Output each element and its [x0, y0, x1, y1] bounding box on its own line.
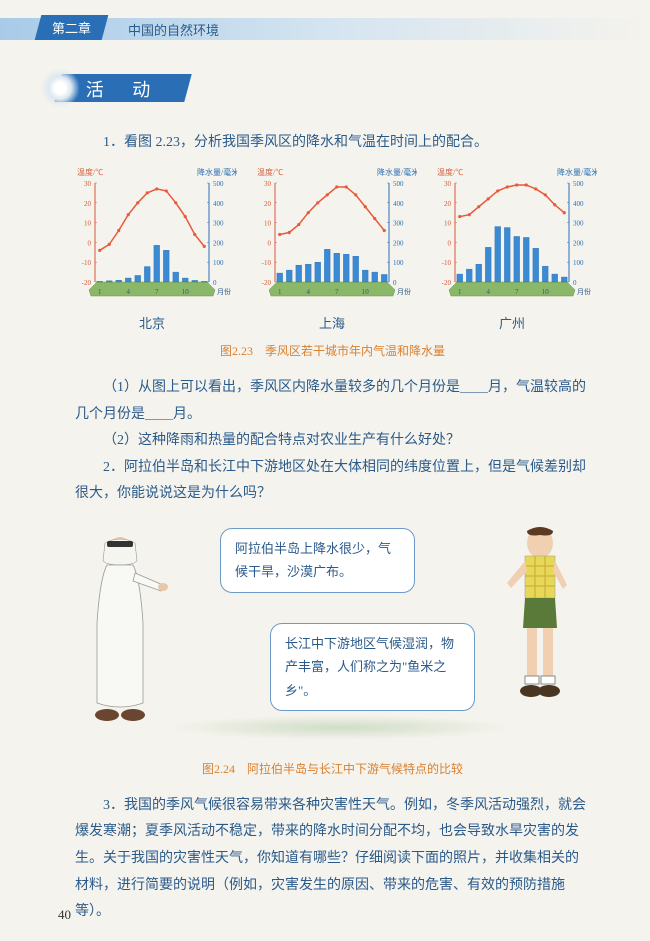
svg-text:-10: -10: [262, 259, 272, 267]
svg-text:300: 300: [213, 219, 224, 227]
svg-text:温度/℃: 温度/℃: [77, 167, 103, 177]
svg-text:100: 100: [393, 259, 404, 267]
question-1-sub1: （1）从图上可以看出，季风区内降水量较多的几个月份是＿＿月，气温较高的几个月份是…: [75, 375, 590, 428]
climate-chart: 温度/℃降水量/毫米-20-10010203001002003004005001…: [67, 165, 237, 337]
svg-text:20: 20: [84, 199, 92, 207]
page-content: 1．看图 2.23，分析我国季风区的降水和气温在时间上的配合。 温度/℃ 降水量/…: [75, 130, 590, 926]
question-1-sub2: （2）这种降雨和热量的配合特点对农业生产有什么好处？: [75, 428, 590, 455]
svg-text:降水量/毫米: 降水量/毫米: [377, 167, 417, 177]
question-1-intro: 1．看图 2.23，分析我国季风区的降水和气温在时间上的配合。: [75, 130, 590, 157]
svg-text:0: 0: [88, 239, 92, 247]
svg-text:4: 4: [307, 288, 311, 296]
chapter-title: 中国的自然环境: [128, 20, 219, 39]
figure-224-caption: 图2.24 阿拉伯半岛与长江中下游气候特点的比较: [75, 758, 590, 781]
question-3: 3．我国的季风气候很容易带来各种灾害性天气。例如，冬季风活动强烈，就会爆发寒潮；…: [75, 793, 590, 926]
svg-text:温度/℃: 温度/℃: [437, 167, 463, 177]
chapter-tab: 第二章: [35, 15, 109, 40]
svg-text:10: 10: [444, 219, 452, 227]
svg-text:30: 30: [444, 180, 452, 188]
svg-text:200: 200: [213, 239, 224, 247]
svg-text:300: 300: [573, 219, 584, 227]
svg-text:500: 500: [573, 180, 584, 188]
svg-text:月份: 月份: [217, 287, 231, 296]
svg-text:7: 7: [155, 288, 159, 296]
svg-text:4: 4: [487, 288, 491, 296]
svg-text:0: 0: [213, 279, 217, 287]
page-number: 40: [58, 907, 71, 923]
svg-text:400: 400: [393, 199, 404, 207]
svg-text:降水量/毫米: 降水量/毫米: [197, 167, 237, 177]
svg-text:1: 1: [98, 288, 102, 296]
svg-text:1: 1: [458, 288, 462, 296]
svg-text:200: 200: [393, 239, 404, 247]
svg-text:0: 0: [393, 279, 397, 287]
figure-223-caption: 图2.23 季风区若干城市年内气温和降水量: [75, 340, 590, 363]
city-label: 上海: [247, 312, 417, 337]
svg-text:20: 20: [264, 199, 272, 207]
climate-chart: 温度/℃降水量/毫米-20-10010203001002003004005001…: [427, 165, 597, 337]
svg-text:月份: 月份: [577, 287, 591, 296]
speech-bubble-1: 阿拉伯半岛上降水很少，气候干旱，沙漠广布。: [220, 528, 415, 593]
question-2: 2．阿拉伯半岛和长江中下游地区处在大体相同的纬度位置上，但是气候差别却很大，你能…: [75, 455, 590, 508]
city-label: 广州: [427, 312, 597, 337]
svg-text:400: 400: [213, 199, 224, 207]
svg-text:10: 10: [182, 288, 190, 296]
svg-text:-20: -20: [82, 279, 92, 287]
svg-text:10: 10: [84, 219, 92, 227]
svg-text:0: 0: [268, 239, 272, 247]
svg-text:100: 100: [213, 259, 224, 267]
svg-text:30: 30: [264, 180, 272, 188]
speech-bubble-2: 长江中下游地区气候湿润，物产丰富，人们称之为"鱼米之乡"。: [270, 623, 475, 711]
arab-person-illustration: [85, 533, 175, 728]
svg-text:0: 0: [448, 239, 452, 247]
svg-text:7: 7: [515, 288, 519, 296]
climate-chart: 温度/℃降水量/毫米-20-10010203001002003004005001…: [247, 165, 417, 337]
svg-text:-10: -10: [442, 259, 452, 267]
svg-text:0: 0: [573, 279, 577, 287]
svg-text:降水量/毫米: 降水量/毫米: [557, 167, 597, 177]
svg-text:200: 200: [573, 239, 584, 247]
svg-text:20: 20: [444, 199, 452, 207]
svg-text:500: 500: [213, 180, 224, 188]
illustration-area: 阿拉伯半岛上降水很少，气候干旱，沙漠广布。 长江中下游地区气候湿润，物产丰富，人…: [75, 518, 590, 748]
svg-text:100: 100: [573, 259, 584, 267]
ground-shadow: [165, 715, 515, 740]
svg-text:7: 7: [335, 288, 339, 296]
svg-text:300: 300: [393, 219, 404, 227]
svg-text:10: 10: [362, 288, 370, 296]
svg-text:400: 400: [573, 199, 584, 207]
svg-text:10: 10: [542, 288, 550, 296]
svg-text:温度/℃: 温度/℃: [257, 167, 283, 177]
svg-text:10: 10: [264, 219, 272, 227]
svg-text:-10: -10: [82, 259, 92, 267]
charts-row: 温度/℃降水量/毫米-20-10010203001002003004005001…: [67, 165, 597, 337]
svg-text:-20: -20: [262, 279, 272, 287]
svg-text:1: 1: [278, 288, 282, 296]
svg-text:4: 4: [127, 288, 131, 296]
svg-text:月份: 月份: [397, 287, 411, 296]
city-label: 北京: [67, 312, 237, 337]
svg-text:500: 500: [393, 180, 404, 188]
chinese-boy-illustration: [495, 523, 585, 723]
svg-text:30: 30: [84, 180, 92, 188]
activity-banner: 活 动: [54, 74, 192, 102]
svg-text:-20: -20: [442, 279, 452, 287]
